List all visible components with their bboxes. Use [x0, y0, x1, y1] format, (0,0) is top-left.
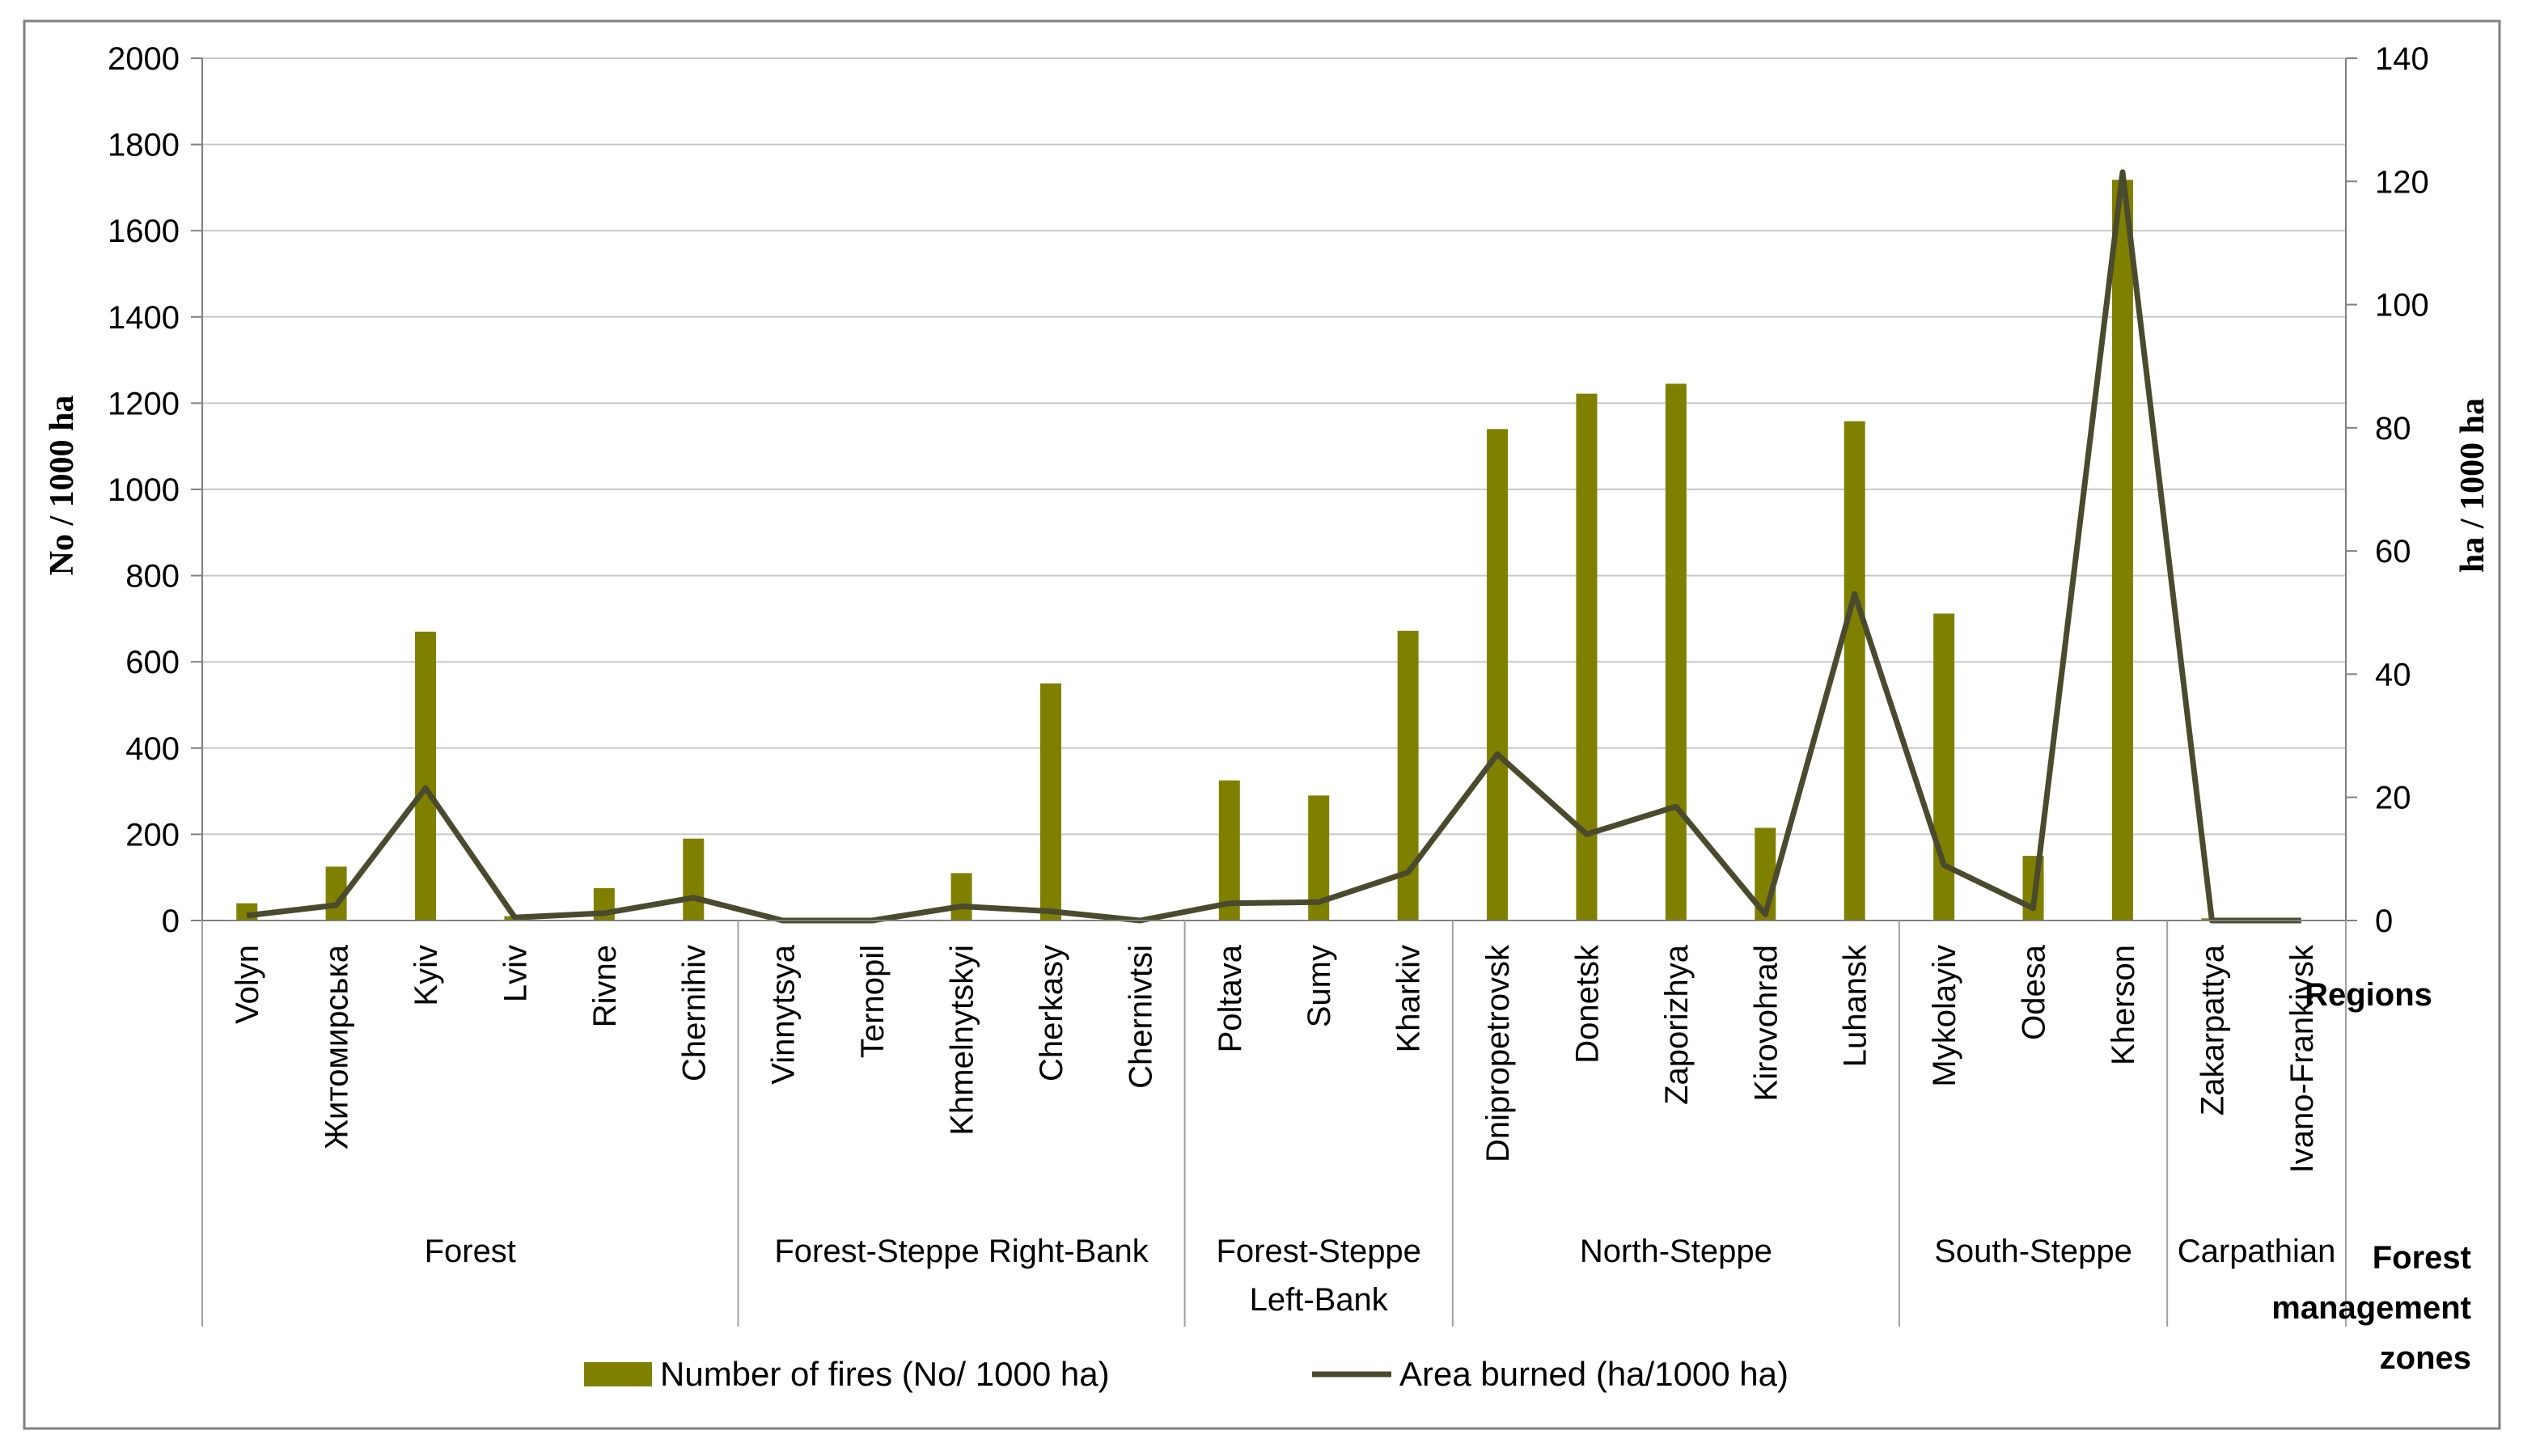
- y-tick-label: 800: [125, 559, 180, 595]
- zones-label: Forest management zones: [2271, 1240, 2471, 1376]
- category-label: Kharkiv: [1391, 945, 1427, 1052]
- category-label: Kherson: [2106, 945, 2141, 1065]
- category-labels: Volyn Житомирська Kyiv Lviv Rivne Chernihiv Vi…: [230, 944, 2320, 1173]
- category-label: Ivano-Frankivsk: [2284, 944, 2320, 1173]
- fires-bar: [415, 631, 437, 921]
- bar-series: [236, 180, 2223, 921]
- chart-frame: [23, 19, 2501, 1430]
- category-label: Poltava: [1213, 944, 1248, 1052]
- right-tick-labels: 0 20 40 60 80 100 120 140: [2346, 41, 2429, 939]
- category-label: Kyiv: [409, 945, 444, 1006]
- y-tick-label: 1600: [108, 214, 180, 249]
- left-axis-title: No / 1000 ha: [44, 396, 81, 576]
- fires-bar: [1665, 383, 1687, 921]
- axes: [191, 57, 2347, 921]
- zone-label: Forest-Steppe Left-Bank: [1216, 1234, 1420, 1318]
- y-tick-label: 1200: [108, 386, 180, 421]
- category-label: Zaporizhya: [1659, 944, 1695, 1105]
- category-label: Kirovohrad: [1748, 945, 1784, 1101]
- y-right-tick-label: 80: [2375, 411, 2411, 447]
- y-tick-label: 400: [125, 731, 180, 767]
- y-tick-label: 2000: [108, 41, 180, 77]
- category-label: Dnipropetrovsk: [1480, 944, 1516, 1162]
- area-burned-line: [246, 169, 2301, 924]
- category-label: Chernivtsi: [1123, 945, 1158, 1089]
- left-tick-labels: 0 200 400 600 800 1000 1200 1400 1600 1800 2000: [108, 41, 180, 939]
- y-right-tick-label: 60: [2375, 534, 2411, 569]
- y-right-tick-label: 40: [2375, 657, 2411, 692]
- category-label: Sumy: [1302, 945, 1337, 1027]
- zone-label: Carpathian: [2178, 1234, 2336, 1269]
- category-label: Rivne: [587, 945, 623, 1027]
- y-right-tick-label: 120: [2375, 164, 2429, 200]
- fires-bar: [1576, 393, 1598, 921]
- category-label: Volyn: [230, 945, 265, 1024]
- category-label: Donetsk: [1569, 944, 1605, 1064]
- fires-bar: [1039, 683, 1061, 921]
- zone-label: Forest-Steppe Right-Bank: [774, 1234, 1149, 1269]
- y-tick-label: 0: [162, 904, 180, 939]
- regions-label: Regions: [2305, 977, 2432, 1013]
- category-label: Luhansk: [1838, 944, 1873, 1067]
- legend: Number of fires (No/ 1000 ha) Area burne…: [584, 1355, 1789, 1393]
- category-label: Vinnytsya: [766, 944, 802, 1084]
- category-label: Odesa: [2017, 944, 2052, 1040]
- legend-swatch-fires: [584, 1362, 652, 1386]
- zone-label: Forest: [425, 1234, 516, 1269]
- category-label: Chernihiv: [676, 945, 712, 1081]
- y-tick-label: 1000: [108, 472, 180, 508]
- fires-bar: [1933, 613, 1955, 921]
- fires-bar: [1487, 429, 1509, 921]
- y-tick-label: 1800: [108, 128, 180, 163]
- category-label: Mykolayiv: [1927, 945, 1962, 1087]
- y-right-tick-label: 100: [2375, 288, 2429, 324]
- category-label: Zakarpattya: [2195, 944, 2230, 1115]
- right-axis-title: ha / 1000 ha: [2454, 398, 2491, 573]
- legend-label-area: Area burned (ha/1000 ha): [1399, 1355, 1789, 1393]
- zone-label: South-Steppe: [1934, 1234, 2132, 1269]
- y-right-tick-label: 140: [2375, 41, 2429, 77]
- legend-label-fires: Number of fires (No/ 1000 ha): [660, 1355, 1110, 1393]
- fires-bar: [1218, 780, 1240, 921]
- fires-bar: [950, 873, 972, 921]
- category-label: Cherkasy: [1034, 945, 1069, 1081]
- zone-labels: Forest Forest-Steppe Right-Bank Forest-Ste…: [201, 921, 2347, 1327]
- zone-label: North-Steppe: [1580, 1234, 1772, 1269]
- y-tick-label: 600: [125, 645, 180, 680]
- y-right-tick-label: 0: [2375, 904, 2393, 939]
- fires-bar: [683, 838, 705, 921]
- y-right-tick-label: 20: [2375, 781, 2411, 816]
- category-label: Lviv: [497, 945, 533, 1002]
- y-tick-label: 1400: [108, 300, 180, 336]
- category-label: Житомирська: [320, 944, 355, 1149]
- fires-bar: [1844, 421, 1865, 921]
- category-label: Khmelnytskyi: [945, 945, 980, 1136]
- category-label: Ternopil: [855, 945, 891, 1058]
- fires-bar: [2111, 180, 2133, 921]
- gridlines: [202, 57, 2346, 836]
- y-tick-label: 200: [125, 817, 180, 853]
